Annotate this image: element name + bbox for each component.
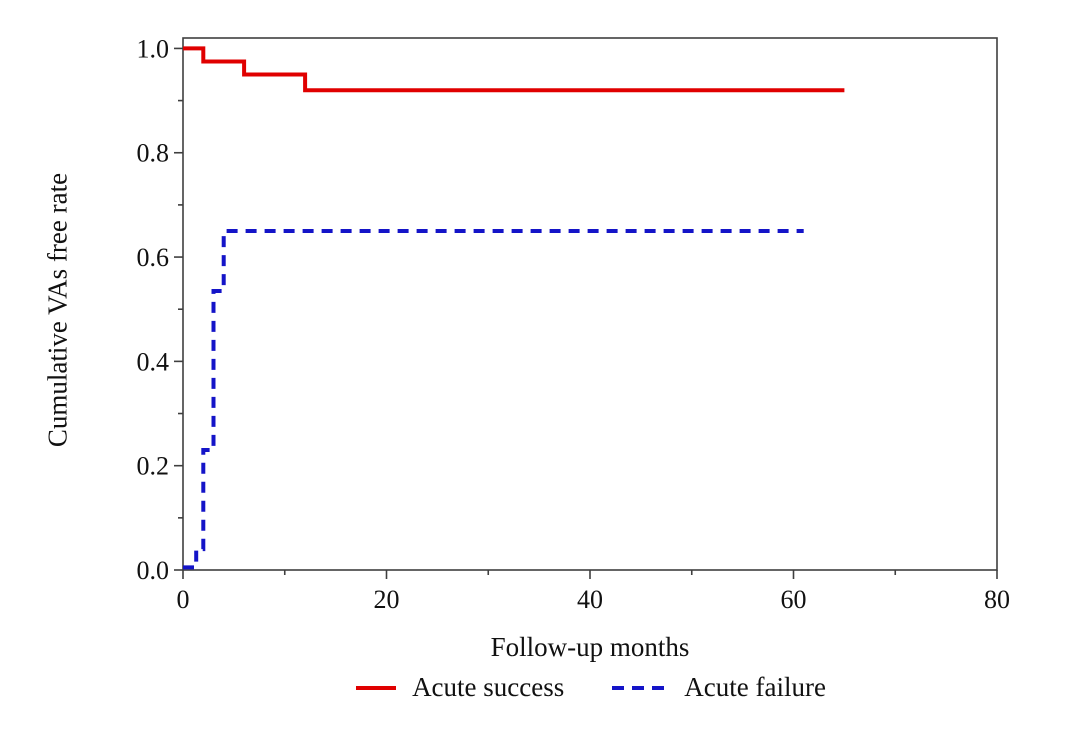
series-acute-success xyxy=(183,46,845,93)
x-tick-label: 40 xyxy=(577,585,603,614)
y-axis-title: Cumulative VAs free rate xyxy=(42,172,73,448)
y-tick-label: 0.4 xyxy=(137,347,170,376)
x-tick-label: 80 xyxy=(984,585,1010,614)
legend-item-acute-failure: Acute failure xyxy=(610,672,826,703)
y-tick-label: 0.6 xyxy=(137,243,170,272)
series-acute-failure xyxy=(183,229,804,570)
y-tick-label: 1.0 xyxy=(137,34,170,63)
plot-frame xyxy=(182,37,998,571)
legend-label-acute-success: Acute success xyxy=(412,672,565,702)
legend-swatch-solid-line xyxy=(356,685,397,690)
x-tick-label: 0 xyxy=(177,585,190,614)
legend-label-acute-failure: Acute failure xyxy=(684,672,826,702)
y-tick-label: 0.2 xyxy=(137,452,170,481)
legend-item-acute-success: Acute success xyxy=(354,672,564,703)
x-tick-label: 60 xyxy=(781,585,807,614)
legend-swatch-dashed-line xyxy=(612,685,669,690)
y-tick-label: 0.8 xyxy=(137,139,170,168)
legend: Acute success Acute failure xyxy=(183,672,997,703)
x-axis-title: Follow-up months xyxy=(490,632,690,662)
y-tick-label: 0.0 xyxy=(137,556,170,585)
x-tick-label: 20 xyxy=(374,585,400,614)
